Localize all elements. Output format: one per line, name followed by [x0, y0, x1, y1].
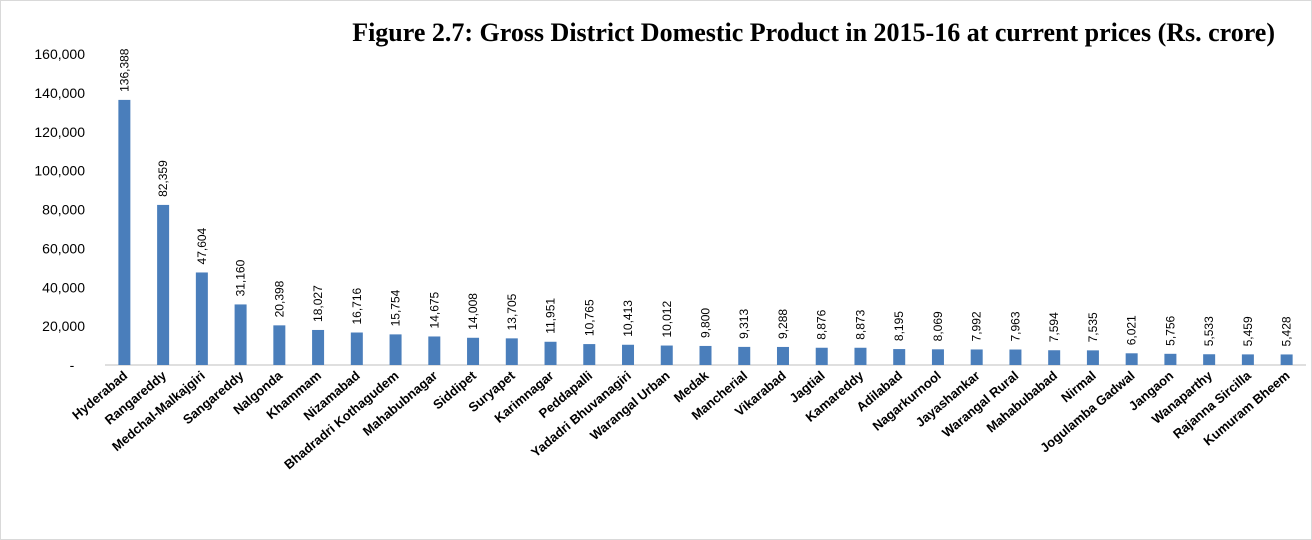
bar: [234, 304, 247, 365]
data-label: 47,604: [195, 227, 209, 264]
data-label: 6,021: [1125, 315, 1139, 345]
bar: [1203, 354, 1216, 365]
bar: [854, 347, 867, 365]
value-labels: 136,388 82,359 47,604 31,160 20,398 18,027 16,…: [117, 48, 1293, 346]
y-tick-label: 100,000: [34, 163, 85, 179]
data-label: 7,594: [1047, 312, 1061, 342]
bar: [544, 341, 557, 365]
data-label: 13,705: [505, 293, 519, 330]
bar: [157, 204, 170, 365]
data-label: 5,756: [1163, 315, 1177, 345]
bar: [776, 346, 789, 365]
data-label: 8,069: [931, 311, 945, 341]
category-labels: HyderabadRangareddyMedchal-MalkajgiriSan…: [69, 367, 1292, 472]
data-label: 31,160: [234, 259, 248, 296]
data-label: 11,951: [544, 298, 558, 334]
data-label: 5,533: [1202, 316, 1216, 346]
bar: [505, 338, 518, 365]
data-label: 10,765: [582, 299, 596, 336]
data-label: 7,992: [970, 311, 984, 341]
data-label: 16,716: [350, 287, 364, 324]
bar: [1125, 353, 1138, 365]
y-tick-label: -: [70, 357, 75, 373]
bar: [312, 329, 325, 365]
data-label: 5,428: [1280, 316, 1294, 346]
data-label: 10,413: [621, 300, 635, 337]
bar: [389, 334, 402, 365]
bar: [1009, 349, 1022, 365]
bar: [273, 325, 286, 365]
bar: [467, 337, 480, 365]
bar: [1280, 354, 1293, 365]
data-label: 15,754: [389, 289, 403, 326]
y-tick-label: 140,000: [34, 85, 85, 101]
data-label: 8,876: [815, 309, 829, 339]
bar: [1164, 353, 1177, 365]
data-label: 9,800: [699, 308, 713, 338]
bar: [738, 346, 751, 365]
bar: [1048, 350, 1061, 365]
x-tick-label: Mahabubabad: [984, 368, 1061, 436]
bar: [660, 345, 673, 365]
data-label: 8,195: [892, 311, 906, 341]
data-label: 9,313: [737, 309, 751, 339]
data-label: 10,012: [660, 301, 674, 338]
bar: [970, 349, 983, 365]
y-tick-label: 60,000: [42, 240, 85, 256]
bar: [622, 344, 635, 365]
bar: [583, 344, 596, 365]
data-label: 7,535: [1086, 312, 1100, 342]
data-label: 18,027: [311, 285, 325, 322]
data-label: 136,388: [117, 48, 131, 92]
data-label: 14,675: [427, 291, 441, 328]
y-tick-label: 20,000: [42, 318, 85, 334]
bar: [699, 345, 712, 365]
data-label: 5,459: [1241, 316, 1255, 346]
bar: [118, 99, 131, 366]
data-label: 7,963: [1008, 311, 1022, 341]
data-label: 14,008: [466, 293, 480, 330]
bar: [1241, 354, 1254, 365]
data-label: 20,398: [272, 280, 286, 317]
y-tick-label: 40,000: [42, 279, 85, 295]
bar: [815, 347, 828, 365]
chart-title: Figure 2.7: Gross District Domestic Prod…: [352, 18, 1275, 47]
y-tick-label: 80,000: [42, 202, 85, 218]
bars: [118, 99, 1293, 366]
axes: 160,000 140,000 120,000 100,000 80,000 60,000…: [34, 46, 1306, 373]
bar: [195, 272, 208, 365]
data-label: 82,359: [156, 160, 170, 197]
bar: [931, 349, 944, 365]
y-tick-label: 120,000: [34, 124, 85, 140]
bar: [350, 332, 363, 365]
data-label: 9,288: [776, 309, 790, 339]
bar: [1086, 350, 1099, 365]
y-tick-label: 160,000: [34, 46, 85, 62]
data-label: 8,873: [853, 309, 867, 339]
bar: [893, 349, 906, 365]
bar: [428, 336, 441, 365]
